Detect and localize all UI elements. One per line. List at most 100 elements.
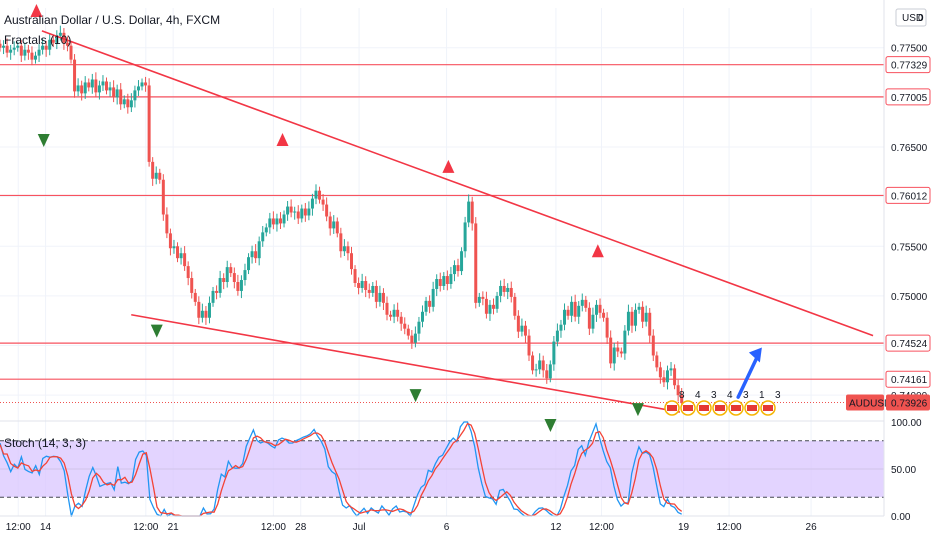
candle-body (594, 304, 598, 315)
candle-body (630, 311, 634, 326)
level-badge-label: 0.77329 (891, 61, 928, 72)
candle-body (105, 81, 109, 91)
time-tick-label: 26 (806, 522, 818, 533)
candle-body (587, 307, 591, 329)
candle-body (144, 82, 148, 86)
time-tick-label: 12:00 (717, 522, 742, 533)
candle-body (16, 45, 20, 48)
event-flag-count: 8 (679, 390, 685, 401)
level-badge (885, 186, 931, 204)
candle-body (396, 309, 400, 317)
candle-body (637, 306, 641, 310)
candle-body (644, 312, 648, 322)
symbol-badge (846, 394, 884, 411)
candle-body (176, 246, 180, 259)
candle-body (218, 278, 222, 293)
horizontal-levels (0, 64, 884, 404)
candle-body (12, 47, 16, 50)
candle-body (250, 251, 254, 258)
candle-body (481, 296, 485, 299)
candle-body (463, 222, 467, 252)
candle-body (381, 292, 385, 303)
candle-body (108, 87, 112, 91)
forecast-arrow (736, 347, 762, 399)
candle-body (94, 79, 98, 93)
level-badge (885, 56, 931, 74)
candle-body (577, 305, 581, 317)
candle-body (499, 285, 503, 296)
currency-suffix: 0 (918, 13, 924, 24)
candle-body (580, 299, 584, 306)
candle-body (80, 85, 84, 94)
candle-body (662, 377, 666, 383)
candle-body (87, 82, 91, 88)
stoch-k-line (0, 421, 682, 519)
candle-body (367, 289, 371, 293)
candle-body (133, 90, 137, 101)
candle-body (193, 292, 197, 302)
event-flag-count: 3 (743, 390, 749, 401)
stoch-tick-label: 0.00 (891, 512, 911, 523)
candle-body (605, 317, 609, 338)
currency-button[interactable] (895, 8, 927, 27)
candle-body (552, 341, 556, 365)
candle-body (406, 328, 410, 336)
candle-body (112, 87, 116, 98)
candle-body (456, 265, 460, 272)
candle-body (239, 280, 243, 291)
candle-body (506, 287, 510, 292)
candle-body (619, 351, 623, 354)
candle-body (470, 201, 474, 224)
level-badge-label: 0.74161 (891, 375, 928, 386)
candle-body (254, 251, 258, 259)
last-price-label: 0.73926 (891, 399, 928, 410)
candle-body (307, 208, 311, 216)
chart-title: Australian Dollar / U.S. Dollar, 4h, FXC… (4, 13, 220, 27)
candle-body (545, 370, 549, 379)
candle-body (442, 276, 446, 286)
stoch-tick-label: 50.00 (891, 465, 916, 476)
candle-body (119, 89, 123, 105)
candle-body (360, 281, 364, 288)
candle-body (591, 314, 595, 329)
candle-body (122, 99, 126, 105)
candle-body (609, 337, 613, 364)
candle-body (445, 276, 449, 284)
candle-body (2, 45, 6, 48)
candle-body (541, 360, 545, 371)
candle-body (207, 302, 211, 318)
event-flag-count: 3 (711, 390, 717, 401)
candle-body (97, 85, 101, 93)
candle-body (204, 310, 208, 318)
candle-body (467, 201, 471, 223)
time-tick-label: 6 (444, 522, 450, 533)
candle-body (555, 330, 559, 342)
time-tick-label: Jul (353, 522, 366, 533)
candle-body (282, 214, 286, 224)
candle-body (310, 198, 314, 209)
candle-body (428, 300, 432, 307)
candle-body (389, 314, 393, 317)
candle-body (676, 385, 680, 396)
candle-body (115, 89, 119, 98)
candle-body (83, 82, 87, 94)
level-badge (885, 334, 931, 352)
candle-body (158, 172, 162, 180)
stoch-band (0, 440, 884, 498)
candle-body (151, 161, 155, 179)
stoch-tick-label: 100.00 (891, 418, 922, 429)
candle-body (612, 347, 616, 364)
level-badge (885, 88, 931, 106)
price-tick-label: 0.75500 (891, 242, 928, 253)
candle-body (314, 190, 318, 199)
candle-body (648, 312, 652, 336)
candle-body (200, 310, 204, 318)
arrow-head (748, 347, 762, 363)
trendline (131, 313, 680, 413)
candle-body (346, 246, 350, 254)
candle-body (168, 233, 172, 249)
candle-body (183, 253, 187, 267)
candle-body (460, 251, 464, 272)
